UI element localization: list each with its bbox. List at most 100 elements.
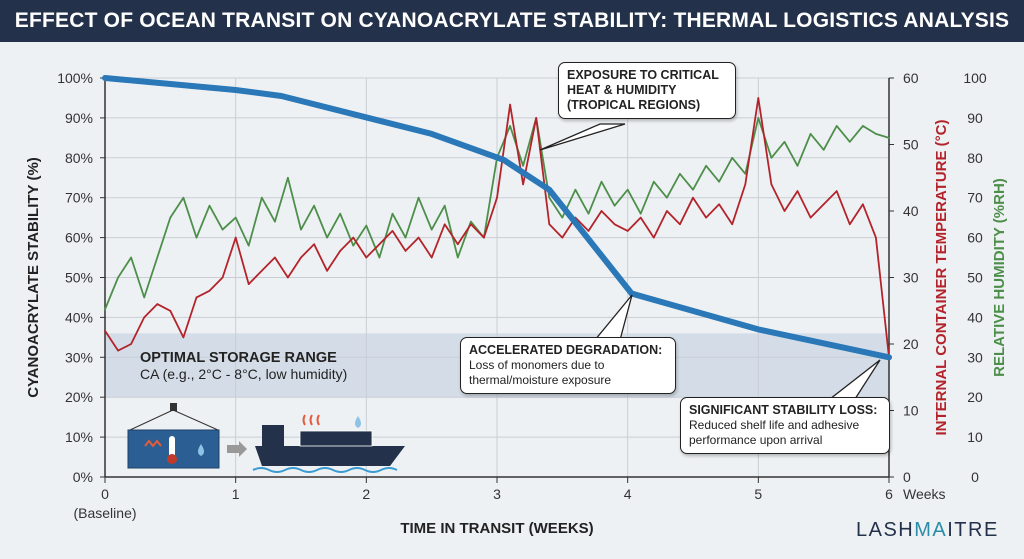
- left-tick-label: 60%: [65, 230, 93, 246]
- ship-containers: [299, 430, 373, 447]
- humidity-point: [326, 236, 328, 239]
- humidity-point: [404, 236, 407, 239]
- temperature-point: [274, 256, 276, 259]
- temperature-point: [457, 243, 459, 246]
- humidity-point: [509, 125, 511, 127]
- temperature-point: [822, 203, 825, 206]
- chart-title: EFFECT OF OCEAN TRANSIT ON CYANOACRYLATE…: [0, 0, 1024, 42]
- temperature-point: [862, 203, 864, 206]
- thermometer-icon: [169, 436, 175, 458]
- callout-tropical: EXPOSURE TO CRITICAL HEAT & HUMIDITY (TR…: [558, 62, 736, 119]
- humidity-point: [770, 157, 773, 159]
- temp-tick-label: 30: [903, 270, 919, 286]
- temperature-point: [234, 236, 237, 239]
- brand-logo: LASHMAITRE: [856, 519, 999, 541]
- humidity-point: [862, 125, 864, 127]
- temperature-point: [783, 210, 786, 212]
- humidity-point: [783, 141, 786, 143]
- rh-tick-label: 80: [967, 150, 983, 166]
- humidity-point: [430, 228, 433, 231]
- callout-pointer: [539, 123, 626, 151]
- heat-icon: [144, 439, 162, 448]
- callout-line: performance upon arrival: [689, 433, 823, 447]
- humidity-point: [679, 172, 681, 175]
- left-tick-label: 50%: [65, 270, 93, 286]
- temperature-point: [561, 236, 564, 239]
- humidity-point: [574, 188, 577, 191]
- x-tick-label: 6: [885, 486, 893, 502]
- left-tick-label: 90%: [65, 110, 93, 126]
- temperature-point: [130, 343, 132, 345]
- humidity-point: [822, 149, 825, 151]
- callout-line: EXPOSURE TO CRITICAL: [567, 68, 719, 82]
- humidity-point: [261, 196, 263, 199]
- temperature-point: [156, 303, 159, 305]
- x-tick-label: 0: [101, 486, 109, 502]
- humidity-point: [117, 276, 119, 279]
- humidity-point: [130, 256, 132, 259]
- temperature-point: [221, 276, 224, 279]
- x-axis-title: TIME IN TRANSIT (WEEKS): [400, 520, 593, 537]
- left-tick-label: 20%: [65, 389, 93, 405]
- x-sub-label: (Baseline): [73, 505, 136, 521]
- water-drop-icon: [355, 416, 361, 428]
- humidity-point: [143, 296, 145, 299]
- left-tick-label: 80%: [65, 150, 93, 166]
- humidity-point: [221, 228, 224, 231]
- humidity-point: [522, 164, 524, 167]
- callout-line: Reduced shelf life and adhesive: [689, 418, 860, 432]
- temperature-point: [679, 223, 681, 226]
- humidity-point: [613, 204, 616, 207]
- rh-tick-label: 50: [967, 270, 983, 286]
- crane-cable: [129, 409, 174, 431]
- temperature-point: [849, 223, 851, 226]
- callout-line: Loss of monomers due to: [469, 358, 605, 372]
- humidity-point: [561, 216, 564, 219]
- humidity-point: [757, 117, 760, 119]
- water-drop-icon: [198, 444, 204, 456]
- callout-stability-loss: SIGNIFICANT STABILITY LOSS: Reduced shel…: [680, 397, 890, 454]
- temperature-point: [757, 97, 760, 99]
- humidity-point: [744, 172, 747, 175]
- temperature-point: [875, 236, 877, 239]
- temperature-point: [261, 270, 263, 272]
- temperature-point: [770, 183, 773, 186]
- humidity-point: [274, 220, 276, 223]
- temp-tick-label: 10: [903, 403, 919, 419]
- humidity-point: [417, 196, 420, 199]
- temperature-point: [169, 309, 172, 312]
- rh-tick-label: 40: [967, 309, 983, 325]
- temperature-point: [326, 270, 328, 272]
- humidity-point: [796, 164, 799, 167]
- temperature-point: [639, 216, 642, 219]
- rh-tick-label: 60: [967, 230, 983, 246]
- temperature-point: [483, 236, 485, 239]
- thermometer-bulb: [167, 454, 177, 464]
- temperature-point: [313, 243, 315, 246]
- x-tick-label: 2: [362, 486, 370, 502]
- left-tick-label: 10%: [65, 429, 93, 445]
- humidity-point: [666, 196, 668, 199]
- humidity-point: [849, 141, 851, 143]
- temperature-point: [339, 250, 342, 252]
- humidity-point: [182, 196, 185, 199]
- humidity-point: [313, 204, 315, 207]
- humidity-point: [104, 308, 106, 311]
- humidity-point: [156, 256, 159, 259]
- humidity-point: [470, 220, 472, 223]
- humidity-point: [365, 224, 368, 227]
- temperature-point: [744, 183, 747, 186]
- temperature-point: [352, 236, 355, 239]
- temperature-point: [626, 230, 629, 232]
- humidity-point: [639, 212, 642, 215]
- temperature-point: [182, 336, 185, 339]
- humidity-point: [352, 244, 355, 247]
- humidity-point: [692, 188, 694, 191]
- x-tick-label: 3: [493, 486, 501, 502]
- temperature-point: [365, 256, 368, 259]
- temp-tick-label: 50: [903, 137, 919, 153]
- heat-icon: [302, 414, 320, 426]
- humidity-point: [391, 212, 394, 215]
- humidity-point: [548, 196, 551, 199]
- arrow-right-icon: [227, 441, 247, 457]
